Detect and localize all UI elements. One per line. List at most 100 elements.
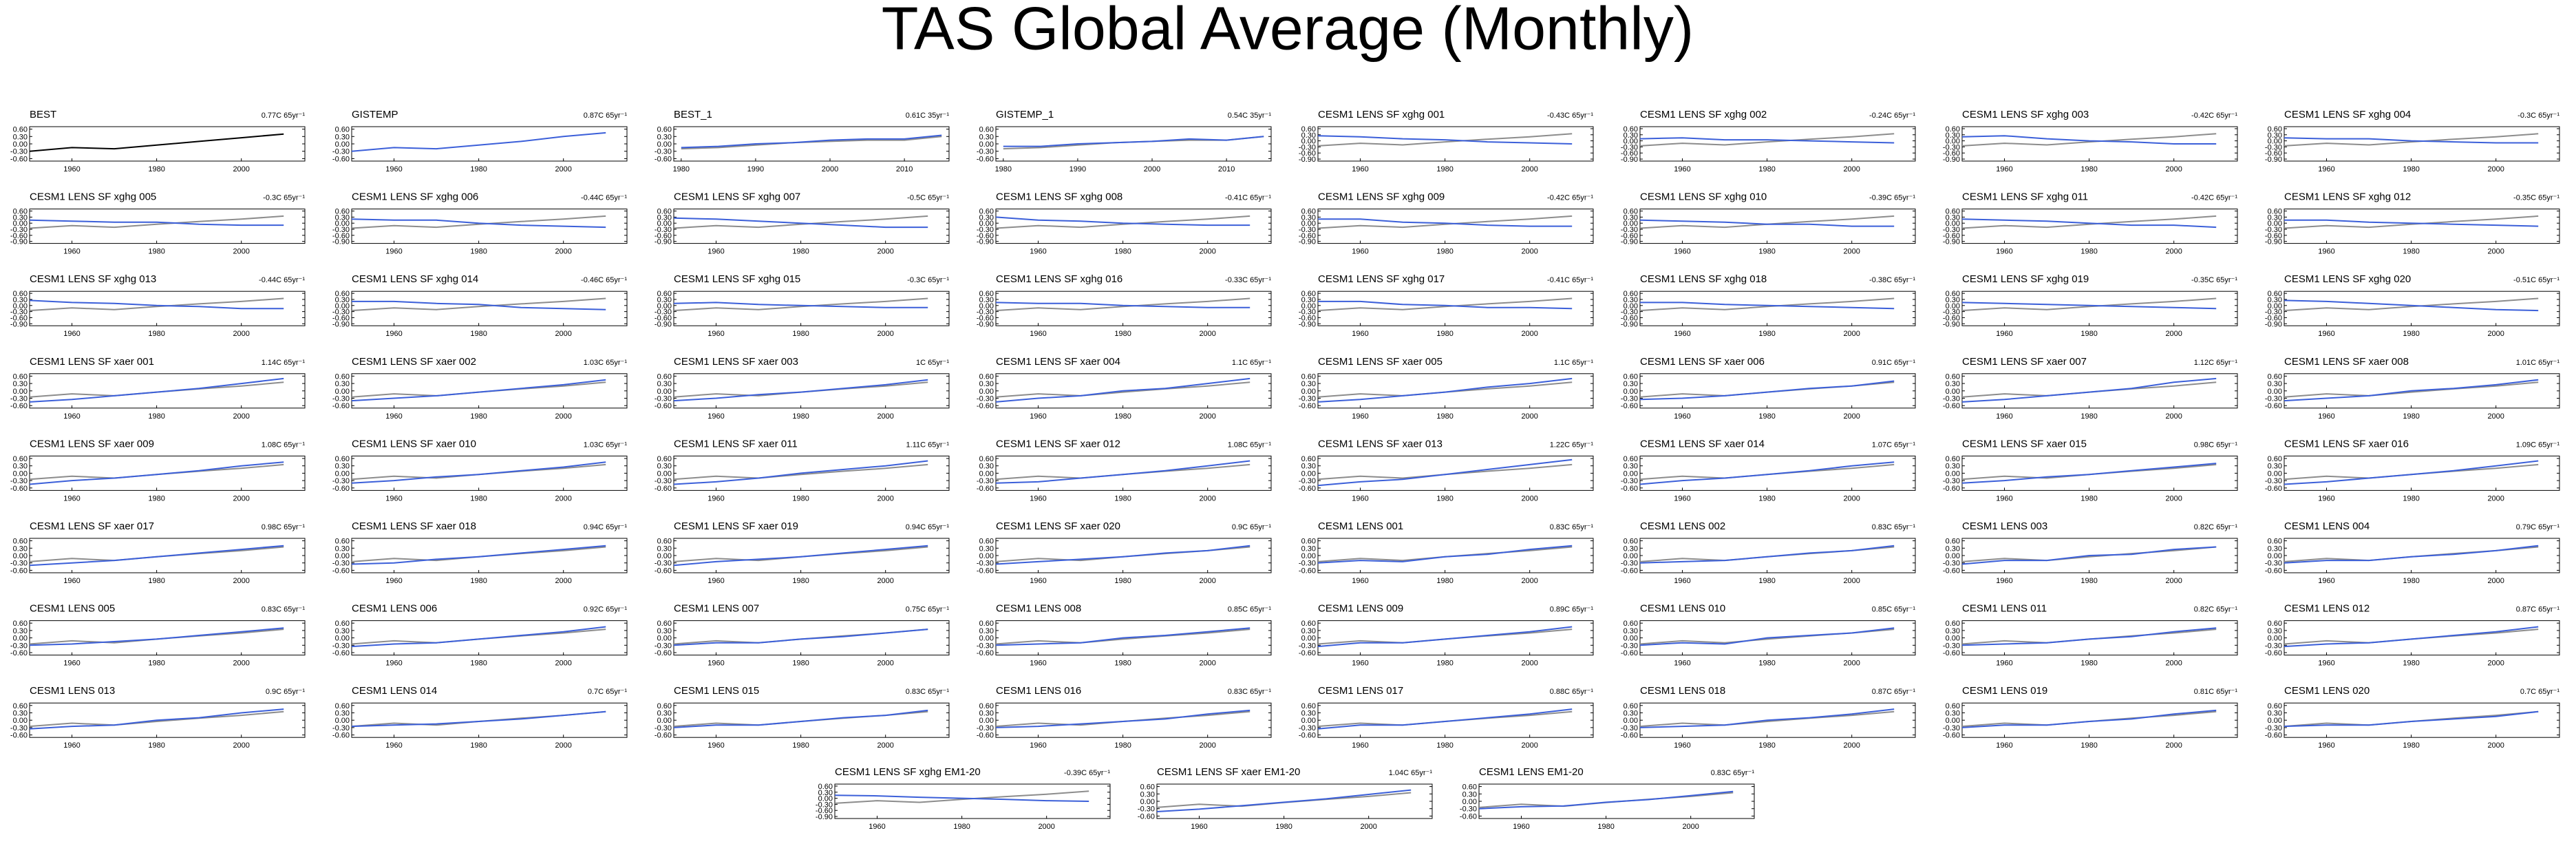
- y-tick-label: -0.30: [2265, 143, 2282, 151]
- x-tick-label: 1960: [707, 248, 724, 256]
- y-tick-label: 0.00: [657, 388, 672, 396]
- series-line: [351, 545, 606, 565]
- y-tick-label: -0.30: [1943, 724, 1960, 732]
- y-tick-label: 0.60: [335, 372, 350, 381]
- x-tick-label: 2000: [1843, 330, 1860, 338]
- trend-annotation: 1.08C 65yr⁻¹: [1228, 441, 1272, 449]
- y-tick-label: 0.30: [1946, 380, 1960, 388]
- y-tick-label: -0.30: [977, 395, 994, 403]
- y-tick-label: -0.60: [1621, 149, 1638, 158]
- y-tick-label: -0.90: [10, 238, 28, 246]
- x-tick-label: 2000: [233, 494, 249, 503]
- y-tick-label: -0.90: [10, 320, 28, 328]
- x-tick-label: 1960: [385, 659, 402, 668]
- x-tick-label: 1980: [470, 412, 487, 421]
- y-tick-label: 0.00: [657, 140, 672, 149]
- y-tick-label: -0.30: [2265, 477, 2282, 485]
- y-tick-label: -0.60: [1299, 732, 1316, 740]
- panel-title: CESM1 LENS SF xghg 006: [352, 191, 478, 203]
- series-line: [351, 710, 606, 728]
- y-tick-label: -0.30: [1299, 560, 1316, 568]
- x-tick-label: 1980: [2080, 741, 2097, 750]
- series-line: [673, 629, 928, 646]
- y-tick-label: 0.00: [13, 388, 28, 396]
- panel-title: CESM1 LENS SF xaer 019: [674, 520, 798, 532]
- panel-title: CESM1 LENS SF xghg 012: [2284, 191, 2411, 203]
- y-tick-label: -0.90: [1299, 156, 1316, 164]
- trend-annotation: 0.85C 65yr⁻¹: [1872, 606, 1916, 614]
- series-line: [1317, 463, 1573, 481]
- x-tick-label: 1980: [1436, 659, 1453, 668]
- panel-title: CESM1 LENS 014: [352, 685, 437, 697]
- trend-annotation: -0.38C 65yr⁻¹: [1869, 276, 1915, 284]
- series-line: [1639, 381, 1895, 398]
- x-tick-label: 2000: [1843, 577, 1860, 585]
- y-tick-label: -0.90: [2265, 156, 2282, 164]
- y-tick-label: 0.30: [13, 709, 28, 717]
- trend-annotation: 0.9C 65yr⁻¹: [266, 688, 305, 696]
- panel-title: CESM1 LENS SF xaer 016: [2284, 438, 2409, 450]
- y-tick-label: -0.30: [10, 724, 28, 732]
- x-tick-label: 1960: [2318, 577, 2334, 585]
- y-tick-label: -0.30: [1621, 143, 1638, 151]
- x-tick-label: 2000: [1144, 165, 1160, 173]
- x-tick-label: 1960: [1191, 823, 1207, 831]
- y-tick-label: -0.60: [10, 732, 28, 740]
- plot-frame: [1961, 209, 2238, 244]
- plot-frame: [1317, 209, 1594, 244]
- series-line: [1961, 215, 2217, 229]
- y-tick-label: -0.30: [977, 560, 994, 568]
- x-tick-label: 2000: [1199, 494, 1215, 503]
- x-tick-label: 2000: [877, 577, 893, 585]
- panel-title: CESM1 LENS SF xaer 010: [352, 438, 476, 450]
- trend-annotation: 0.82C 65yr⁻¹: [2194, 606, 2238, 614]
- y-tick-label: 0.00: [2268, 138, 2282, 146]
- x-tick-label: 2000: [1521, 494, 1537, 503]
- y-tick-label: 0.00: [657, 635, 672, 643]
- y-tick-label: 0.60: [1946, 208, 1960, 216]
- y-tick-label: 0.30: [657, 709, 672, 717]
- series-line: [995, 377, 1250, 403]
- y-tick-label: 0.00: [335, 635, 350, 643]
- x-tick-label: 1960: [1996, 659, 2012, 668]
- panel-title: CESM1 LENS SF xghg 005: [30, 191, 156, 203]
- plot-frame: [1961, 126, 2238, 162]
- panel-title: BEST: [30, 109, 56, 120]
- x-tick-label: 2000: [555, 330, 571, 338]
- x-tick-label: 2000: [233, 412, 249, 421]
- y-tick-label: 0.00: [1946, 388, 1960, 396]
- series-line: [1961, 133, 2217, 147]
- series-line: [351, 297, 606, 312]
- x-tick-label: 2000: [2165, 248, 2182, 256]
- x-tick-label: 1960: [2318, 412, 2334, 421]
- x-tick-label: 2000: [1521, 248, 1537, 256]
- x-tick-label: 1960: [63, 248, 80, 256]
- series-line: [673, 297, 928, 312]
- x-tick-label: 1980: [148, 330, 164, 338]
- series-line: [351, 461, 606, 484]
- series-line: [1639, 219, 1895, 227]
- y-tick-label: -0.30: [2265, 395, 2282, 403]
- trend-annotation: 1.22C 65yr⁻¹: [1550, 441, 1594, 449]
- y-tick-label: 0.30: [657, 627, 672, 635]
- y-tick-label: -0.90: [654, 320, 672, 328]
- y-tick-label: -0.30: [1943, 642, 1960, 650]
- trend-annotation: 0.98C 65yr⁻¹: [262, 523, 306, 531]
- series-line: [1961, 135, 2217, 145]
- y-tick-label: -0.30: [10, 642, 28, 650]
- y-tick-label: 0.30: [335, 627, 350, 635]
- panel-title: CESM1 LENS SF xghg 016: [996, 273, 1122, 285]
- plot-frame: [29, 291, 306, 326]
- x-tick-label: 2010: [896, 165, 913, 173]
- y-tick-label: 0.00: [979, 552, 994, 560]
- trend-annotation: 1.03C 65yr⁻¹: [584, 441, 628, 449]
- x-tick-label: 1980: [792, 741, 809, 750]
- y-tick-label: 0.30: [2268, 213, 2282, 222]
- y-tick-label: 0.60: [1624, 620, 1638, 628]
- plot-frame: [351, 291, 628, 326]
- y-tick-label: 0.30: [1946, 545, 1960, 553]
- y-tick-label: 0.30: [979, 463, 994, 471]
- panel-title: CESM1 LENS EM1-20: [1479, 766, 1584, 778]
- y-tick-label: 0.00: [1301, 388, 1316, 396]
- series-line: [352, 300, 606, 310]
